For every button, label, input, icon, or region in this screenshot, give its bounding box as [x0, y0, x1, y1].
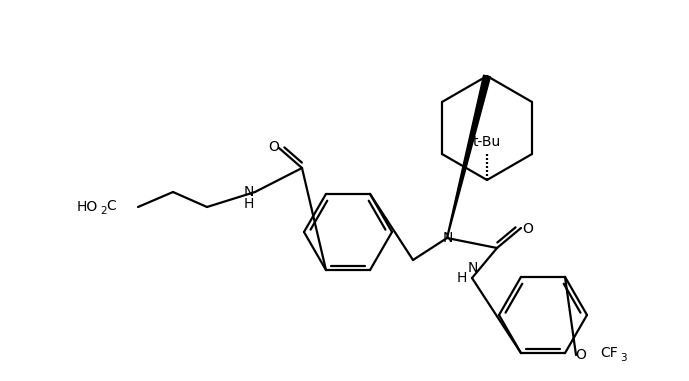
- Text: H: H: [244, 197, 254, 211]
- Text: H: H: [457, 271, 467, 285]
- Text: 2: 2: [100, 206, 107, 216]
- Text: N: N: [468, 261, 478, 275]
- Text: O: O: [522, 222, 533, 236]
- Text: C: C: [106, 199, 116, 213]
- Text: N: N: [443, 231, 453, 245]
- Text: HO: HO: [77, 200, 99, 214]
- Text: O: O: [575, 348, 586, 362]
- Text: O: O: [269, 140, 280, 154]
- Text: CF: CF: [600, 346, 618, 360]
- Polygon shape: [446, 75, 491, 238]
- Text: N: N: [244, 185, 254, 199]
- Text: 3: 3: [620, 353, 626, 363]
- Text: t-Bu: t-Bu: [473, 135, 501, 149]
